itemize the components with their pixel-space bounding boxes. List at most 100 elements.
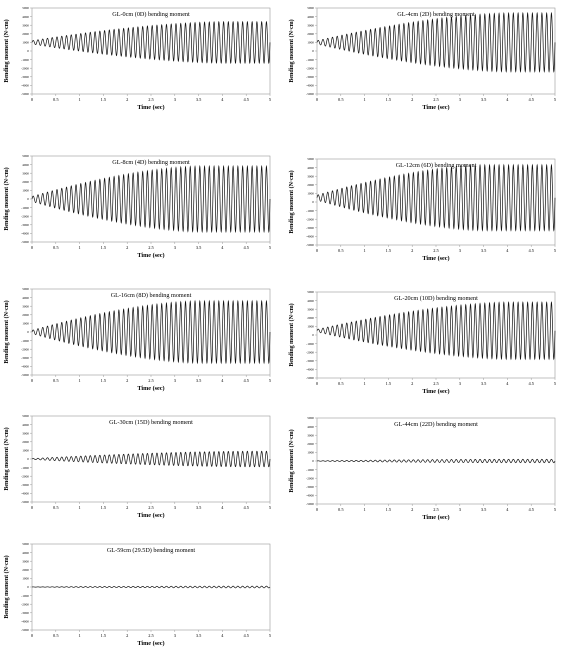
bending-moment-line	[31, 585, 271, 589]
x-tick-label: 3	[174, 378, 177, 383]
y-tick-label: 4000	[307, 299, 314, 303]
y-tick-label: -2000	[306, 66, 314, 70]
chart-svg-9: -5000-4000-3000-2000-1000010002000300040…	[3, 542, 272, 647]
y-tick-label: 1000	[22, 577, 29, 581]
x-tick-label: 2.5	[148, 97, 154, 102]
x-tick-label: 0	[31, 378, 34, 383]
x-tick-label: 1	[78, 505, 80, 510]
y-tick-label: -2000	[306, 350, 314, 354]
y-tick-label: 0	[312, 459, 314, 463]
bending-moment-line	[316, 163, 556, 232]
x-tick-label: 4.5	[243, 378, 249, 383]
y-tick-label: -1000	[306, 468, 314, 472]
x-tick-label: 2	[411, 381, 413, 386]
x-axis-label: Time (sec)	[137, 252, 164, 259]
x-tick-label: 1.5	[101, 97, 107, 102]
x-tick-label: 5	[269, 245, 272, 250]
x-tick-label: 2.5	[433, 97, 439, 102]
y-tick-label: -1000	[306, 209, 314, 213]
chart-svg-4: -5000-4000-3000-2000-1000010002000300040…	[288, 157, 557, 262]
chart-title: GL-44cm (22D) bending moment	[394, 421, 478, 428]
x-tick-label: 1	[78, 97, 80, 102]
x-tick-label: 2.5	[148, 505, 154, 510]
x-tick-label: 0.5	[53, 97, 59, 102]
chart-title: GL-30cm (15D) bending moment	[109, 419, 193, 426]
x-tick-label: 4.5	[243, 245, 249, 250]
x-tick-label: 0.5	[338, 97, 344, 102]
x-tick-label: 0	[31, 245, 34, 250]
x-axis-label: Time (sec)	[422, 104, 449, 111]
y-tick-label: 1000	[307, 192, 314, 196]
y-tick-label: -1000	[21, 339, 29, 343]
x-tick-label: 4.5	[243, 505, 249, 510]
x-tick-label: 4	[506, 507, 509, 512]
y-tick-label: 4000	[22, 15, 29, 19]
x-tick-label: 1.5	[386, 97, 392, 102]
y-tick-label: -5000	[21, 240, 29, 244]
x-tick-label: 4	[221, 378, 224, 383]
y-tick-label: -4000	[21, 620, 29, 624]
x-tick-label: 0.5	[53, 633, 59, 638]
y-tick-label: -4000	[21, 84, 29, 88]
x-tick-label: 3.5	[481, 248, 487, 253]
x-tick-label: 4.5	[528, 381, 534, 386]
y-axis-label: Bending moment (N·cm)	[3, 427, 10, 490]
x-tick-label: 1	[78, 245, 80, 250]
y-axis-label: Bending moment (N·cm)	[3, 19, 10, 82]
x-axis-label: Time (sec)	[422, 255, 449, 262]
y-tick-label: -4000	[21, 365, 29, 369]
x-tick-label: 2	[411, 97, 413, 102]
y-tick-label: 2000	[22, 440, 29, 444]
x-tick-label: 5	[554, 507, 557, 512]
y-tick-label: -1000	[21, 466, 29, 470]
y-tick-label: 0	[27, 197, 29, 201]
chart-panel-1: -5000 -4000 -3000 -2000 -1000 0 1000 2000 3000 40…	[2, 2, 282, 132]
x-tick-label: 3	[174, 97, 177, 102]
y-tick-label: 2000	[307, 316, 314, 320]
y-tick-label: 1000	[307, 451, 314, 455]
chart-panel-9: -5000 -4000 -3000 -2000 -1000 0 1000 2000 3000 40…	[2, 538, 282, 668]
x-tick-label: 1	[363, 248, 365, 253]
y-tick-label: 5000	[22, 154, 29, 158]
x-tick-label: 0	[316, 248, 319, 253]
y-tick-label: -5000	[21, 92, 29, 96]
y-tick-label: 0	[312, 333, 314, 337]
y-axis-label: Bending moment (N·cm)	[3, 555, 10, 618]
x-tick-label: 1	[363, 381, 365, 386]
x-tick-label: 3.5	[196, 633, 202, 638]
y-tick-label: 1000	[307, 325, 314, 329]
x-tick-label: 3	[459, 507, 462, 512]
y-tick-label: 1000	[22, 41, 29, 45]
y-tick-label: -4000	[306, 235, 314, 239]
y-axis-label: Bending moment (N·cm)	[3, 167, 10, 230]
y-tick-label: 5000	[22, 287, 29, 291]
x-tick-label: 4.5	[243, 97, 249, 102]
y-axis-label: Bending moment (N·cm)	[3, 300, 10, 363]
y-tick-label: -5000	[21, 628, 29, 632]
y-tick-label: 2000	[307, 442, 314, 446]
chart-title: GL-59cm (29.5D) bending moment	[107, 547, 196, 554]
y-tick-label: 4000	[22, 551, 29, 555]
x-tick-label: 1	[78, 633, 80, 638]
chart-title: GL-16cm (8D) bending moment	[111, 292, 192, 299]
y-tick-label: 2000	[22, 180, 29, 184]
chart-title: GL-8cm (4D) bending moment	[112, 159, 190, 166]
y-tick-label: -2000	[21, 602, 29, 606]
y-tick-label: 5000	[307, 416, 314, 420]
y-tick-label: -3000	[21, 356, 29, 360]
chart-panel-8: -5000 -4000 -3000 -2000 -1000 0 1000 2000 3000 40…	[287, 412, 567, 542]
y-tick-label: -1000	[21, 58, 29, 62]
x-tick-label: 4	[221, 97, 224, 102]
plot-frame	[31, 7, 271, 95]
y-tick-label: -1000	[21, 594, 29, 598]
y-tick-label: -3000	[306, 485, 314, 489]
y-tick-label: 3000	[307, 174, 314, 178]
y-tick-label: -3000	[21, 483, 29, 487]
x-tick-label: 2	[126, 245, 128, 250]
x-tick-label: 1.5	[101, 245, 107, 250]
x-tick-label: 3.5	[196, 97, 202, 102]
x-tick-label: 1	[363, 507, 365, 512]
y-tick-label: -2000	[21, 347, 29, 351]
chart-title: GL-20cm (10D) bending moment	[394, 295, 478, 302]
y-tick-label: -1000	[306, 342, 314, 346]
